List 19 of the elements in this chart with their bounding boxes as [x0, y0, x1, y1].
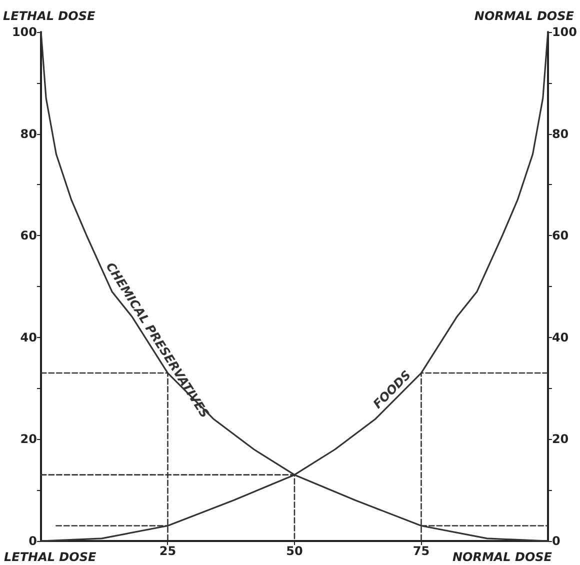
y-tick-label: 100: [12, 25, 37, 39]
y-tick-label: 0: [28, 534, 37, 548]
y-tick-label: 20: [20, 432, 37, 446]
y2-tick-label: 100: [552, 25, 578, 39]
y2-tick-label: 60: [552, 228, 569, 243]
y2-tick-label: 20: [552, 432, 569, 446]
y-tick-label: 80: [20, 126, 37, 141]
text: LETHAL DOSE: [4, 550, 97, 564]
y2-axis-title: NORMAL DOSE: [474, 9, 575, 23]
y-tick-label: 60: [20, 228, 37, 243]
y-tick-label: 40: [20, 330, 37, 344]
x-tick-label: 25: [159, 544, 176, 558]
y2-tick-label: 40: [552, 330, 569, 344]
y-axis-title: LETHAL DOSE: [3, 9, 96, 23]
y2-tick-label: 0: [552, 534, 560, 548]
x-tick-label: 75: [412, 544, 430, 558]
x-tick-label: 50: [286, 544, 303, 558]
y2-tick-label: 80: [552, 126, 569, 141]
text: NORMAL DOSE: [452, 550, 553, 564]
